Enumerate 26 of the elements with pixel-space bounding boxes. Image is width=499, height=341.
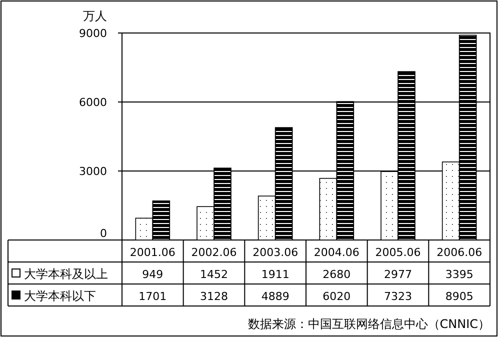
data-label: 1701 [138, 290, 167, 303]
legend-label: 大学本科以下 [24, 289, 96, 303]
y-tick-label: 0 [100, 227, 107, 240]
x-tick-label: 2003.06 [252, 246, 298, 259]
y-tick-label: 3000 [79, 165, 107, 178]
x-tick-label: 2001.06 [130, 246, 176, 259]
data-label: 1911 [261, 268, 290, 281]
x-tick-label: 2002.06 [191, 246, 237, 259]
data-label: 949 [142, 268, 164, 281]
legend-label: 大学本科及以上 [24, 267, 108, 281]
y-axis-title: 万人 [83, 9, 107, 23]
x-tick-label: 2004.06 [314, 246, 360, 259]
data-label: 3128 [200, 290, 228, 303]
data-label: 8905 [445, 290, 474, 303]
data-label: 2977 [384, 268, 412, 281]
data-label: 6020 [322, 290, 351, 303]
data-label: 2680 [322, 268, 351, 281]
data-label: 4889 [261, 290, 290, 303]
data-label: 7323 [384, 290, 412, 303]
data-label: 3395 [445, 268, 474, 281]
source-note: 数据来源：中国互联网络信息中心（CNNIC） [248, 317, 490, 331]
x-tick-label: 2005.06 [375, 246, 421, 259]
y-tick-label: 6000 [79, 96, 107, 109]
x-tick-label: 2006.06 [436, 246, 482, 259]
y-tick-label: 9000 [79, 27, 107, 40]
data-label: 1452 [200, 268, 228, 281]
